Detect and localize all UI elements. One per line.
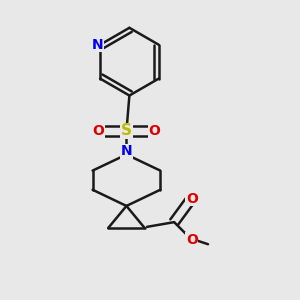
Text: N: N [91, 38, 103, 52]
Text: N: N [121, 145, 132, 158]
Text: S: S [121, 123, 132, 138]
Text: O: O [186, 192, 198, 206]
Text: O: O [92, 124, 104, 138]
Text: O: O [186, 233, 198, 247]
Text: O: O [148, 124, 160, 138]
